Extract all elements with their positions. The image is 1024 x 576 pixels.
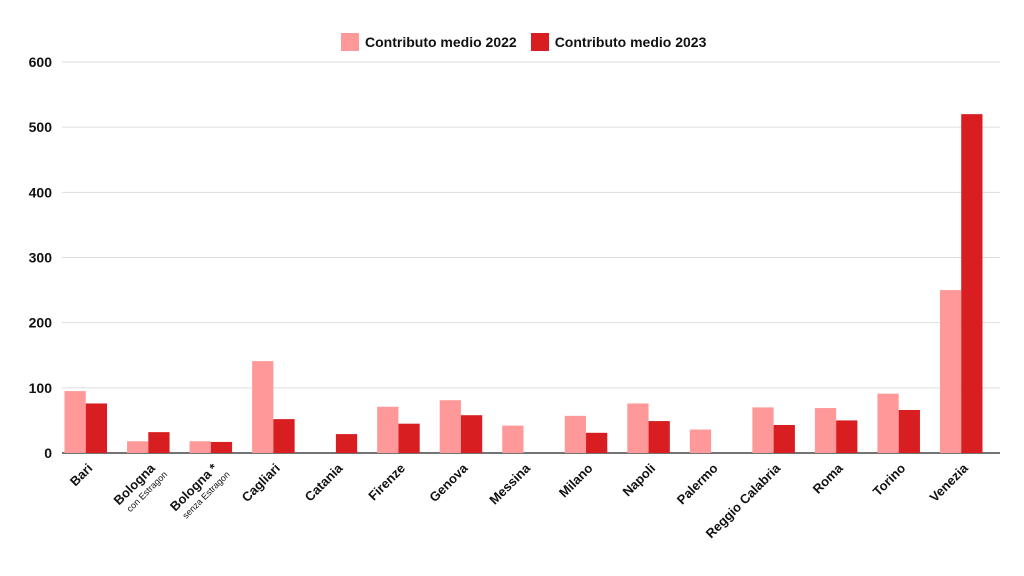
y-tick-label: 100: [29, 380, 53, 396]
bar-2023: [398, 423, 420, 453]
bar-2023: [836, 420, 858, 453]
x-tick-label: Catania: [302, 460, 346, 504]
legend-item-2022: Contributo medio 2022: [341, 33, 517, 51]
legend-label-2022: Contributo medio 2022: [365, 34, 517, 50]
x-tick-label: Palermo: [674, 460, 721, 507]
x-tick-label: Genova: [426, 460, 471, 505]
bar-2022: [752, 407, 774, 453]
bar-2023: [273, 419, 295, 453]
bar-2022: [127, 441, 149, 453]
y-tick-label: 200: [29, 315, 53, 331]
bar-2023: [210, 441, 233, 453]
bar-2022: [252, 361, 274, 453]
bar-2022: [877, 393, 899, 453]
x-tick-label: Bari: [67, 461, 95, 489]
bar-2022: [814, 408, 837, 453]
bar-2022: [502, 425, 524, 453]
y-tick-label: 500: [29, 119, 53, 135]
bar-2022: [377, 406, 399, 453]
y-tick-label: 300: [29, 250, 53, 266]
bar-2023: [460, 415, 483, 453]
bar-2023: [586, 432, 608, 453]
bar-2023: [898, 409, 920, 453]
x-tick-label: Firenze: [365, 461, 408, 504]
bar-2023: [85, 403, 108, 453]
x-tick-label: Messina: [486, 460, 533, 507]
bar-2022: [939, 290, 962, 453]
bar-2022: [689, 429, 712, 453]
bar-2022: [439, 400, 461, 453]
x-tick-label: Milano: [556, 460, 596, 500]
bar-2023: [148, 432, 170, 453]
y-tick-label: 0: [44, 445, 52, 461]
bar-2022: [564, 415, 587, 453]
x-tick-label: Venezia: [927, 460, 972, 505]
x-tick-label: Roma: [810, 460, 847, 497]
x-tick-label: Cagliari: [239, 461, 283, 505]
bar-2023: [648, 421, 670, 453]
legend-item-2023: Contributo medio 2023: [530, 33, 707, 51]
x-tick-label: Torino: [870, 460, 909, 499]
bar-2023: [773, 424, 795, 453]
bar-2022: [64, 391, 86, 453]
x-tick-label: Napoli: [619, 461, 658, 500]
bar-2023: [961, 114, 983, 453]
bar-2022: [189, 441, 211, 453]
y-tick-label: 400: [29, 184, 53, 200]
legend-swatch-2022: [341, 33, 359, 51]
y-tick-label: 600: [29, 54, 53, 70]
chart-legend: Contributo medio 2022 Contributo medio 2…: [341, 33, 720, 51]
bar-2022: [627, 403, 649, 453]
legend-swatch-2023: [530, 33, 549, 51]
legend-label-2023: Contributo medio 2023: [554, 34, 707, 50]
bar-2023: [335, 434, 358, 453]
